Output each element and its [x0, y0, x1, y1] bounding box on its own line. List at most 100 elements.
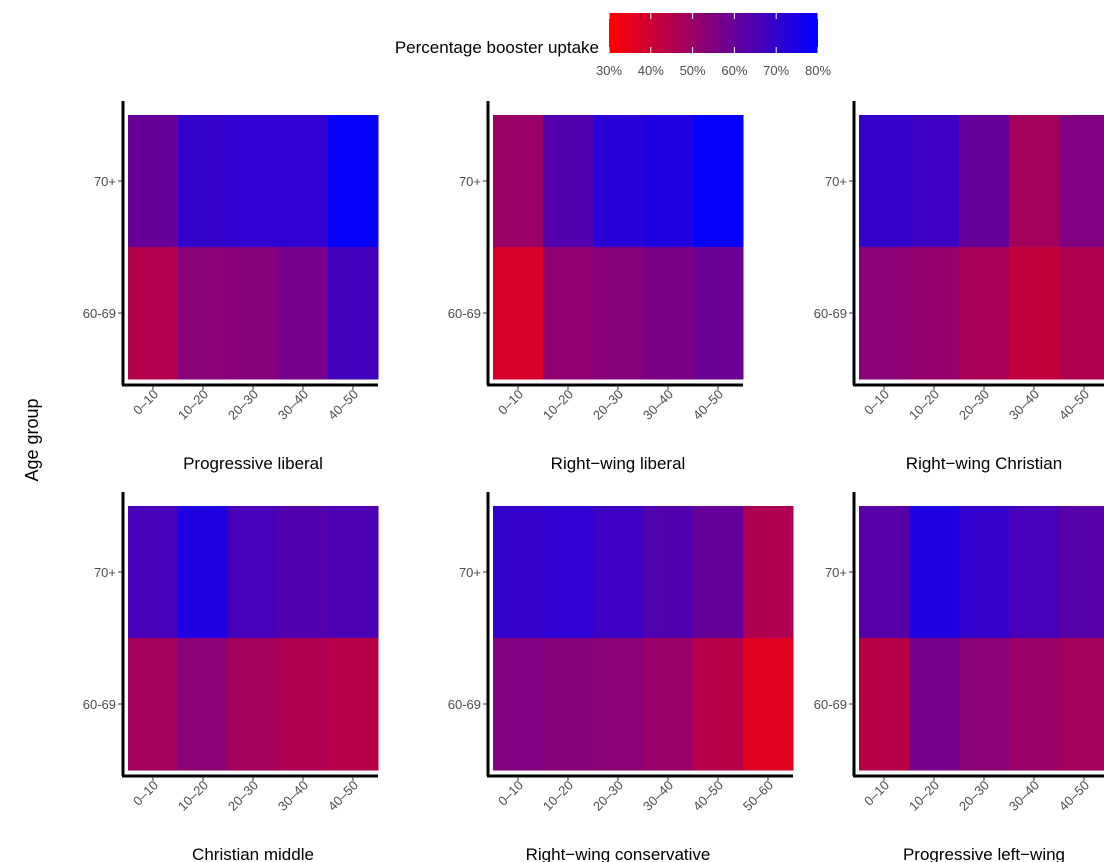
y-tick-label: 60-69: [448, 306, 481, 321]
heatmap-cell: [493, 247, 544, 380]
legend-tick-label: 30%: [596, 63, 622, 78]
heatmap-cell: [328, 506, 379, 639]
x-tick-label: 30–40: [275, 778, 311, 814]
y-tick-label: 70+: [94, 174, 116, 189]
heatmap-cell: [228, 638, 279, 771]
heatmap-cell: [128, 506, 179, 639]
heatmap-cell: [128, 247, 179, 380]
heatmap-cell: [693, 115, 744, 248]
facet-panel: 70+ 60-69 0–10 10–20 20–30 30–40 40–50 Progress…: [814, 492, 1104, 862]
x-tick-label: 40–50: [1056, 778, 1092, 814]
facet-title: Right−wing liberal: [551, 454, 686, 473]
x-tick-label: 30–40: [275, 387, 311, 423]
y-tick-label: 70+: [825, 565, 847, 580]
heatmap-cell: [178, 506, 229, 639]
x-tick-label: 20–30: [956, 778, 992, 814]
y-tick-label: 70+: [94, 565, 116, 580]
heatmap-cell: [128, 115, 179, 248]
y-tick-label: 70+: [825, 174, 847, 189]
x-tick-label: 10–20: [175, 387, 211, 423]
y-tick-label: 70+: [459, 174, 481, 189]
color-legend: Percentage booster uptake 30% 40% 50% 60% 70…: [395, 13, 831, 78]
heatmap-cell: [543, 506, 594, 639]
x-tick-label: 0–10: [861, 387, 892, 418]
legend-tick-label: 80%: [805, 63, 831, 78]
heatmap-cell: [693, 247, 744, 380]
x-tick-label: 0–10: [495, 387, 526, 418]
heatmap-cell: [228, 115, 279, 248]
heatmap-cell: [909, 115, 960, 248]
facet-title: Right−wing Christian: [906, 454, 1062, 473]
heatmap-cell: [859, 247, 910, 380]
x-tick-label: 10–20: [540, 778, 576, 814]
x-tick-label: 40–50: [325, 387, 361, 423]
heatmap-cell: [593, 638, 644, 771]
legend-tick-label: 50%: [680, 63, 706, 78]
heatmap-cell: [493, 115, 544, 248]
heatmap-cell: [1059, 638, 1104, 771]
heatmap-cell: [543, 115, 594, 248]
heatmap-cell: [859, 506, 910, 639]
heatmap-cell: [1009, 638, 1060, 771]
legend-tick-label: 60%: [721, 63, 747, 78]
heatmap-cell: [493, 638, 544, 771]
heatmap-cell: [593, 115, 644, 248]
heatmap-cell: [959, 247, 1010, 380]
heatmap-cell: [228, 506, 279, 639]
heatmap-cell: [278, 638, 329, 771]
heatmap-cell: [1059, 247, 1104, 380]
legend-colorbar: [609, 13, 818, 53]
heatmap-cell: [643, 638, 694, 771]
heatmap-cell: [743, 638, 794, 771]
heatmap-cell: [643, 506, 694, 639]
heatmap-cell: [328, 115, 379, 248]
heatmap-cell: [543, 247, 594, 380]
heatmap-cell: [643, 247, 694, 380]
facet-panel: 70+ 60-69 0–10 10–20 20–30 30–40 40–50 Right−wi…: [448, 101, 744, 473]
heatmap-cell: [859, 115, 910, 248]
heatmap-cell: [328, 247, 379, 380]
heatmap-cell: [959, 506, 1010, 639]
legend-tick-label: 40%: [638, 63, 664, 78]
x-tick-label: 40–50: [325, 778, 361, 814]
heatmap-cell: [593, 247, 644, 380]
x-tick-label: 30–40: [1006, 387, 1042, 423]
heatmap-cell: [543, 638, 594, 771]
x-tick-label: 0–10: [130, 778, 161, 809]
facet-panel: 70+60-690–1010–2020–3030–4040–5050–60Rig…: [814, 101, 1104, 473]
x-tick-label: 20–30: [590, 387, 626, 423]
x-tick-label: 10–20: [906, 778, 942, 814]
facet-title: Christian middle: [192, 845, 314, 862]
y-tick-label: 60-69: [814, 697, 847, 712]
x-tick-label: 0–10: [861, 778, 892, 809]
y-tick-label: 70+: [459, 565, 481, 580]
legend-title: Percentage booster uptake: [395, 38, 599, 57]
facet-title: Right−wing conservative: [526, 845, 711, 862]
facet-panel: 70+ 60-69 0–10 10–20 20–30 30–40 40–50 Progress…: [83, 101, 379, 473]
heatmap-cell: [909, 638, 960, 771]
x-tick-label: 10–20: [540, 387, 576, 423]
heatmap-cell: [743, 506, 794, 639]
y-tick-label: 60-69: [448, 697, 481, 712]
y-tick-label: 60-69: [83, 697, 116, 712]
heatmap-cell: [278, 506, 329, 639]
x-tick-label: 30–40: [640, 778, 676, 814]
heatmap-cell: [128, 638, 179, 771]
x-tick-label: 30–40: [640, 387, 676, 423]
y-tick-label: 60-69: [83, 306, 116, 321]
heatmap-cell: [178, 638, 229, 771]
heatmap-cell: [1009, 115, 1060, 248]
heatmap-cell: [593, 506, 644, 639]
x-tick-label: 20–30: [956, 387, 992, 423]
heatmap-cell: [693, 638, 744, 771]
heatmap-cell: [228, 247, 279, 380]
heatmap-cell: [1059, 115, 1104, 248]
x-tick-label: 40–50: [1056, 387, 1092, 423]
x-tick-label: 20–30: [590, 778, 626, 814]
heatmap-cell: [178, 115, 229, 248]
heatmap-cell: [1059, 506, 1104, 639]
x-tick-label: 30–40: [1006, 778, 1042, 814]
x-tick-label: 20–30: [225, 387, 261, 423]
x-tick-label: 10–20: [906, 387, 942, 423]
